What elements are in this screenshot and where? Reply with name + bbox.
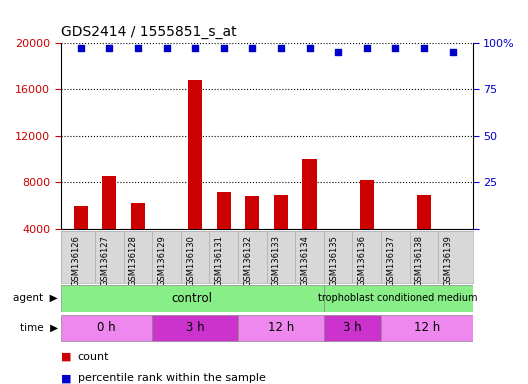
Text: GSM136137: GSM136137: [386, 235, 395, 286]
Bar: [61, 314, 152, 341]
Text: GSM136129: GSM136129: [157, 235, 166, 286]
Text: count: count: [78, 352, 109, 362]
Bar: [381, 314, 473, 341]
Text: GSM136132: GSM136132: [243, 235, 252, 286]
Bar: [159, 229, 174, 231]
Bar: [360, 180, 374, 229]
Text: GSM136139: GSM136139: [444, 235, 452, 286]
Point: [220, 45, 228, 51]
Text: ■: ■: [61, 352, 71, 362]
Point: [448, 49, 457, 55]
Text: percentile rank within the sample: percentile rank within the sample: [78, 373, 266, 383]
Text: GSM136128: GSM136128: [129, 235, 138, 286]
Point: [191, 45, 200, 51]
Point: [134, 45, 142, 51]
Point: [334, 49, 342, 55]
Point: [105, 45, 114, 51]
Text: time  ▶: time ▶: [20, 323, 58, 333]
Bar: [324, 285, 473, 312]
Text: 12 h: 12 h: [268, 321, 294, 334]
Text: GSM136133: GSM136133: [272, 235, 281, 286]
Point: [77, 45, 85, 51]
Bar: [303, 159, 317, 229]
Point: [162, 45, 171, 51]
Bar: [61, 285, 324, 312]
Point: [305, 45, 314, 51]
Text: 0 h: 0 h: [97, 321, 116, 334]
Text: GSM136130: GSM136130: [186, 235, 195, 286]
Text: GDS2414 / 1555851_s_at: GDS2414 / 1555851_s_at: [61, 25, 237, 39]
Text: GSM136131: GSM136131: [215, 235, 224, 286]
Point: [248, 45, 257, 51]
Bar: [446, 229, 460, 230]
Point: [277, 45, 285, 51]
Text: control: control: [172, 292, 213, 305]
Text: 3 h: 3 h: [186, 321, 204, 334]
Text: GSM136127: GSM136127: [100, 235, 109, 286]
Bar: [274, 195, 288, 229]
Bar: [238, 314, 324, 341]
Point: [420, 45, 428, 51]
Text: trophoblast conditioned medium: trophoblast conditioned medium: [318, 293, 478, 303]
Bar: [245, 196, 259, 229]
Bar: [331, 229, 345, 230]
Bar: [73, 205, 88, 229]
Text: 12 h: 12 h: [413, 321, 440, 334]
Point: [363, 45, 371, 51]
Bar: [324, 314, 381, 341]
Text: GSM136135: GSM136135: [329, 235, 338, 286]
Bar: [102, 177, 117, 229]
Text: GSM136134: GSM136134: [300, 235, 309, 286]
Text: agent  ▶: agent ▶: [13, 293, 58, 303]
Bar: [131, 203, 145, 229]
Bar: [152, 314, 238, 341]
Text: GSM136138: GSM136138: [415, 235, 424, 286]
Text: GSM136126: GSM136126: [72, 235, 81, 286]
Text: ■: ■: [61, 373, 71, 383]
Point: [391, 45, 400, 51]
Text: 3 h: 3 h: [343, 321, 362, 334]
Bar: [417, 195, 431, 229]
Bar: [188, 80, 202, 229]
Text: GSM136136: GSM136136: [358, 235, 367, 286]
Bar: [216, 192, 231, 229]
